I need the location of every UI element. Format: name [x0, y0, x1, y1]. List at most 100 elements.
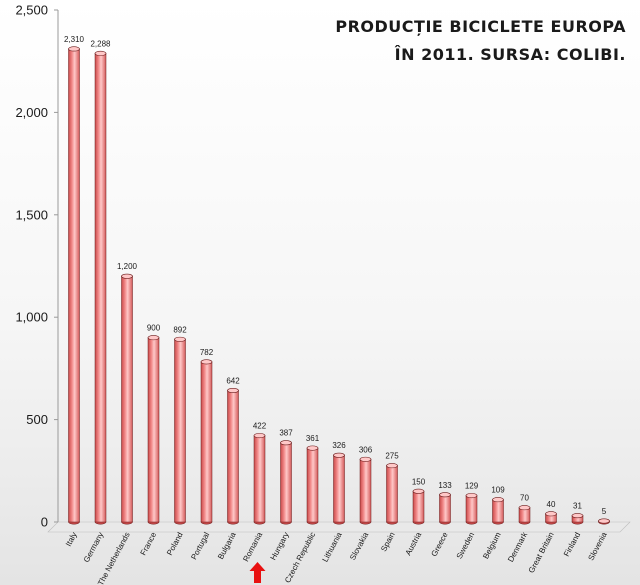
data-label: 642	[226, 377, 240, 386]
bar	[68, 46, 80, 525]
data-label: 150	[412, 477, 426, 486]
bar	[227, 388, 239, 525]
bar-top	[306, 445, 319, 451]
x-tick-label: Great Britain	[527, 531, 556, 575]
bar	[280, 440, 292, 525]
y-tick-label: 500	[26, 412, 48, 427]
bar-top	[253, 433, 266, 439]
bar-body	[439, 494, 451, 523]
arrow-shape	[249, 562, 266, 583]
x-tick-label: Slovenia	[586, 530, 609, 562]
bar-body	[333, 454, 345, 523]
bar-body	[253, 435, 266, 523]
bar	[359, 456, 372, 525]
x-tick-label: Romania	[241, 530, 264, 563]
bar-body	[306, 447, 319, 523]
bar	[147, 335, 160, 525]
data-label: 40	[547, 500, 556, 509]
data-label: 133	[438, 481, 452, 490]
x-tick-label: Poland	[165, 531, 185, 557]
data-label: 2,310	[64, 35, 85, 44]
bar-body	[94, 53, 107, 523]
x-tick-label: Lithuania	[321, 530, 344, 563]
bar-body	[359, 459, 372, 523]
x-tick-label: Italy	[64, 531, 79, 548]
bar-top	[68, 46, 80, 52]
bar-top	[492, 497, 504, 503]
data-label: 361	[306, 434, 320, 443]
bars-group	[68, 46, 610, 525]
x-tick-label: Belgium	[481, 530, 503, 560]
bar-top	[571, 513, 584, 519]
x-tick-label: Hungary	[269, 531, 291, 562]
data-label: 387	[279, 429, 293, 438]
bar-body	[492, 499, 504, 523]
x-tick-label: Bulgaria	[216, 530, 238, 561]
y-tick-label: 2,500	[15, 3, 48, 18]
chart-title: PRODUCȚIE BICICLETE EUROPA ÎN 2011. SURS…	[335, 17, 626, 64]
bar	[121, 273, 133, 525]
y-tick-label: 1,500	[15, 207, 48, 222]
data-label: 109	[491, 486, 505, 495]
bar-top	[412, 488, 425, 494]
bar-body	[68, 48, 80, 523]
romania-highlight-arrow-icon	[249, 562, 266, 583]
data-labels-group: 2,310 2,288 1,200 900 892 782 642 422 387 361 326 3…	[64, 35, 607, 516]
x-tick-label: Germany	[82, 531, 105, 564]
bar-top	[200, 359, 213, 365]
bar-top	[386, 463, 398, 469]
y-tick-label: 1,000	[15, 310, 48, 325]
bar	[174, 336, 186, 525]
x-tick-label: Portugal	[189, 531, 211, 562]
bar-top	[94, 50, 107, 56]
bar	[465, 493, 478, 525]
bar-body	[200, 361, 213, 523]
bar-top	[121, 273, 133, 279]
data-label: 422	[253, 422, 267, 431]
bar	[571, 513, 584, 525]
bar-top	[280, 440, 292, 446]
bar	[94, 50, 107, 525]
data-label: 306	[359, 445, 373, 454]
data-label: 782	[200, 348, 214, 357]
bar	[439, 492, 451, 525]
x-tick-label: France	[139, 530, 159, 557]
bar-top	[465, 493, 478, 499]
x-tick-label: Austria	[404, 530, 424, 557]
bar-top	[598, 518, 610, 524]
bar	[200, 359, 213, 525]
bar-top	[227, 388, 239, 394]
bar-body	[147, 337, 160, 523]
bar-body	[174, 339, 186, 523]
x-tick-label: Greece	[430, 530, 451, 558]
bar-top	[174, 336, 186, 342]
data-label: 900	[147, 324, 161, 333]
bar-top	[147, 335, 160, 341]
y-tick-label: 0	[41, 515, 48, 530]
bar	[492, 497, 504, 525]
data-label: 275	[385, 452, 399, 461]
bar-top	[518, 505, 531, 511]
bar-top	[439, 492, 451, 498]
x-tick-label: Finland	[562, 531, 582, 558]
bar	[518, 505, 531, 525]
bar	[545, 511, 557, 525]
data-label: 1,200	[117, 262, 138, 271]
x-tick-label: Sweden	[455, 531, 477, 561]
bar	[386, 463, 398, 525]
title-line-2: ÎN 2011. SURSA: COLIBI.	[395, 45, 626, 64]
data-label: 31	[573, 502, 582, 511]
data-label: 2,288	[90, 39, 111, 48]
bar-body	[121, 275, 133, 523]
bar-body	[412, 491, 425, 523]
x-tick-label: Slovakia	[348, 530, 370, 561]
data-label: 129	[465, 482, 479, 491]
x-tick-label: Spain	[379, 531, 397, 553]
x-tick-label: Denmark	[506, 530, 530, 564]
y-axis: 0 500 1,000 1,500 2,000 2,500	[15, 3, 58, 530]
bar-top	[333, 452, 345, 458]
title-line-1: PRODUCȚIE BICICLETE EUROPA	[335, 17, 626, 36]
bar-top	[545, 511, 557, 517]
